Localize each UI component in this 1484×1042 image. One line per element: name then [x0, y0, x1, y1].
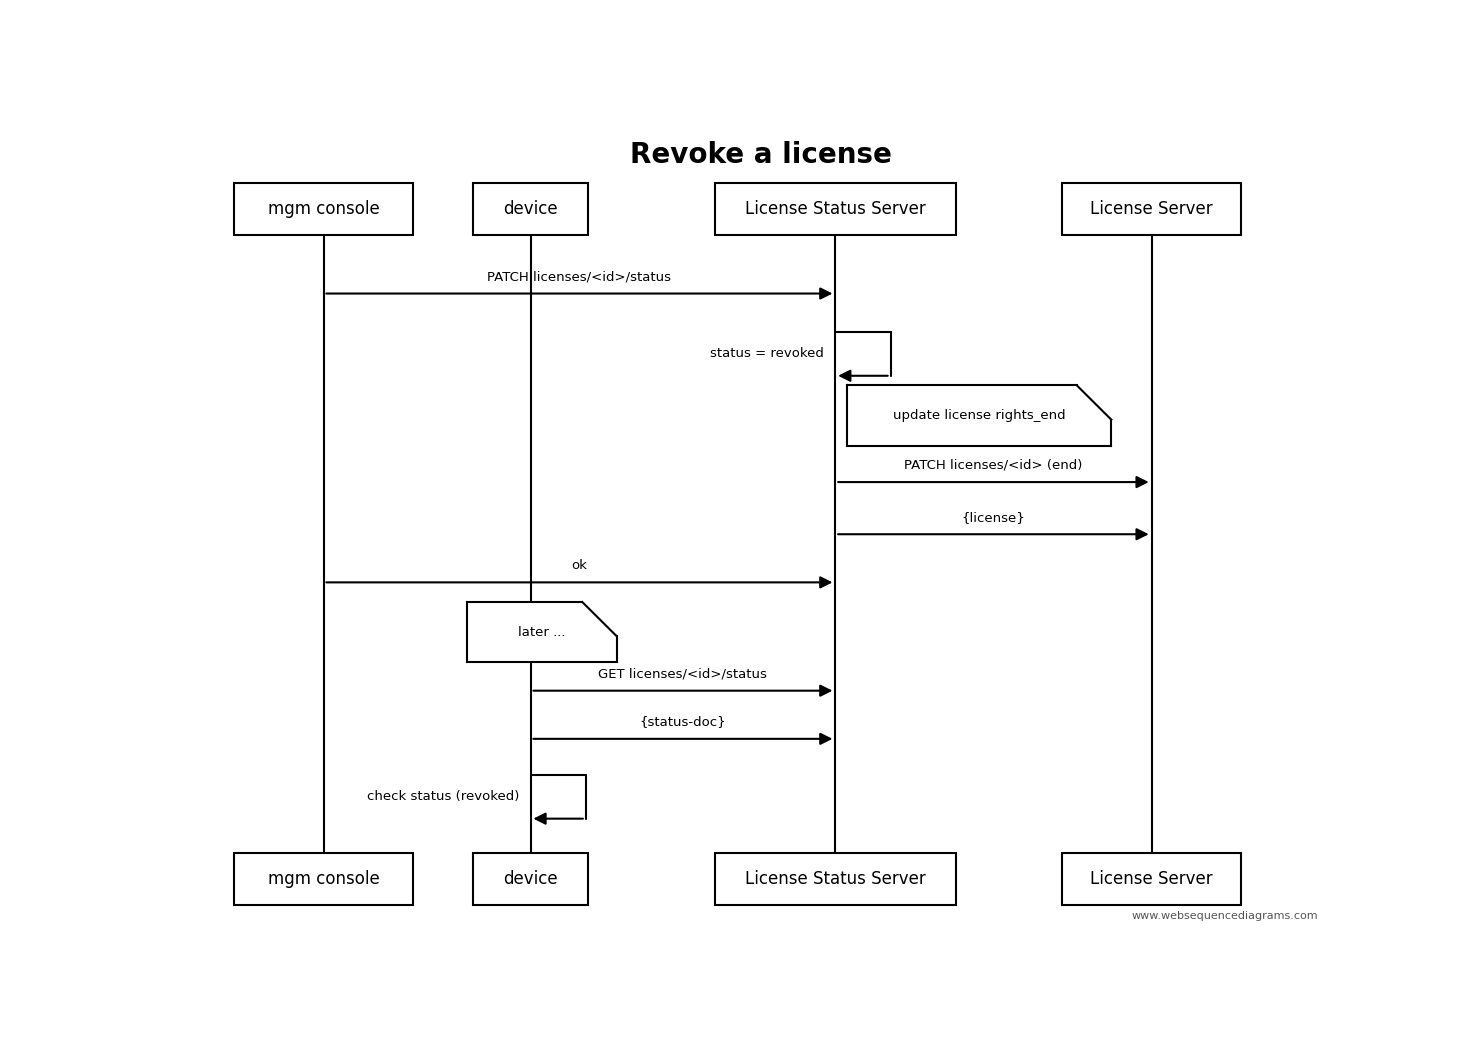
Bar [473, 183, 588, 235]
Bar [715, 183, 956, 235]
Text: License Status Server: License Status Server [745, 870, 926, 888]
Text: later ...: later ... [518, 625, 565, 639]
Text: www.websequencediagrams.com: www.websequencediagrams.com [1132, 911, 1318, 921]
Text: device: device [503, 200, 558, 218]
Bar [1063, 183, 1241, 235]
Bar [473, 853, 588, 905]
Text: GET licenses/<id>/status: GET licenses/<id>/status [598, 667, 767, 680]
Text: {status-doc}: {status-doc} [640, 716, 726, 728]
Bar [1063, 853, 1241, 905]
Bar [715, 853, 956, 905]
Text: PATCH licenses/<id> (end): PATCH licenses/<id> (end) [904, 458, 1083, 472]
Bar [234, 183, 413, 235]
Text: check status (revoked): check status (revoked) [367, 790, 519, 803]
Text: ok: ok [571, 559, 588, 572]
Polygon shape [847, 386, 1112, 446]
Text: mgm console: mgm console [267, 870, 380, 888]
Text: status = revoked: status = revoked [709, 347, 824, 361]
Polygon shape [467, 602, 617, 663]
Text: {license}: {license} [962, 511, 1025, 524]
Text: Revoke a license: Revoke a license [629, 141, 892, 169]
Text: device: device [503, 870, 558, 888]
Bar [234, 853, 413, 905]
Text: License Status Server: License Status Server [745, 200, 926, 218]
Text: mgm console: mgm console [267, 200, 380, 218]
Text: update license rights_end: update license rights_end [893, 410, 1066, 422]
Text: License Server: License Server [1091, 200, 1212, 218]
Text: PATCH licenses/<id>/status: PATCH licenses/<id>/status [487, 270, 671, 283]
Text: License Server: License Server [1091, 870, 1212, 888]
